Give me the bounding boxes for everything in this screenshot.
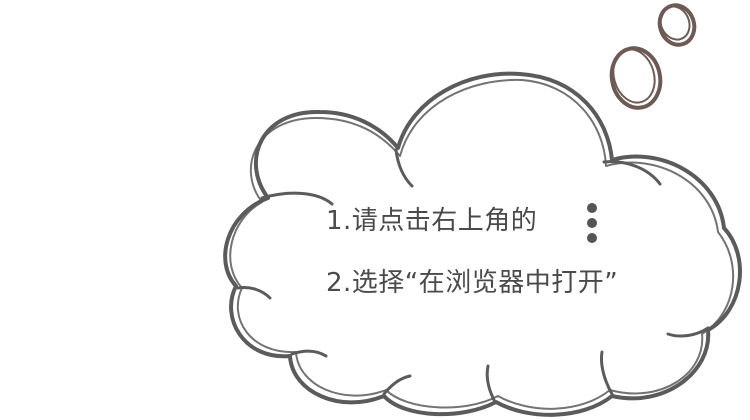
dot <box>587 218 597 228</box>
more-vertical-icon <box>585 203 599 243</box>
instruction-step-1: 1.请点击右上角的 <box>326 206 538 236</box>
dot <box>587 203 597 213</box>
instruction-step-2: 2.选择“在浏览器中打开” <box>326 268 619 298</box>
dot <box>587 233 597 243</box>
